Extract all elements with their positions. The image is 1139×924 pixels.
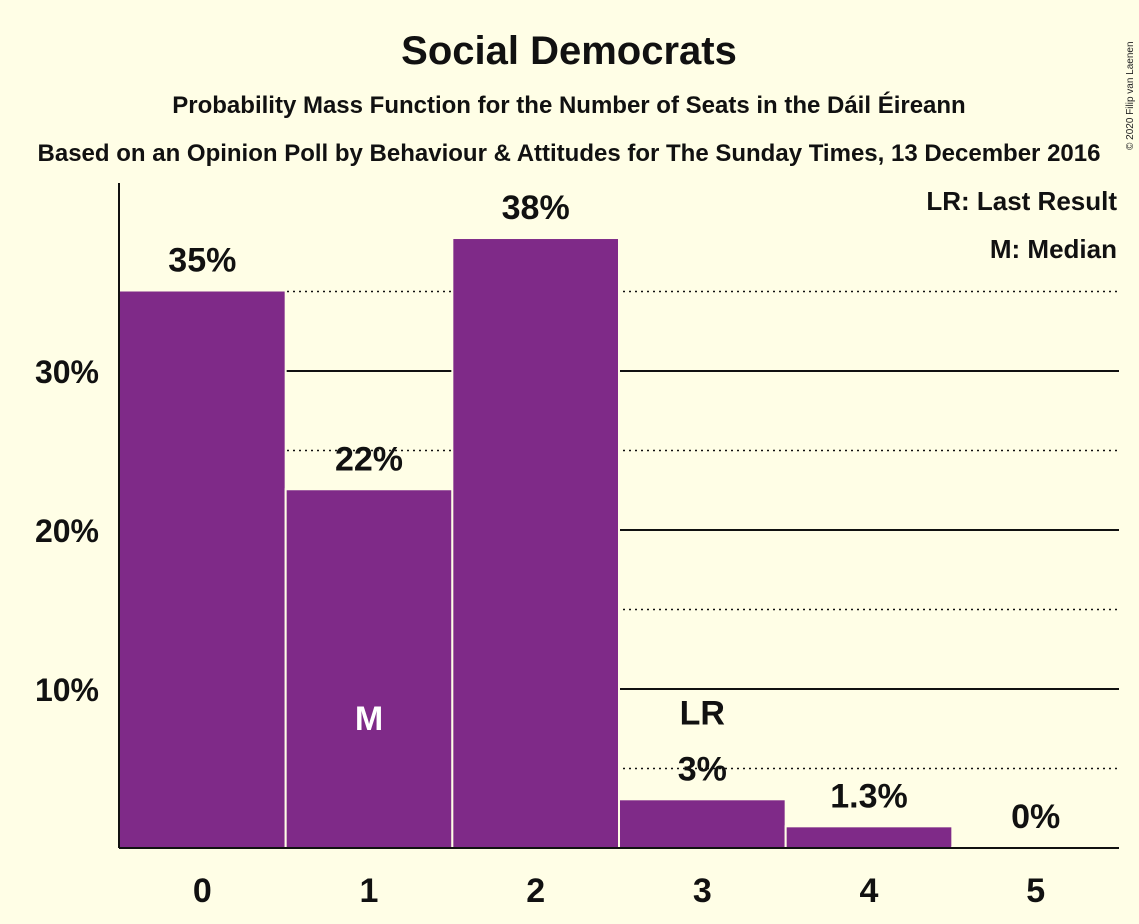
- x-tick-labels: 0 1 2 3 4 5: [193, 872, 1045, 910]
- chart-subtitle: Probability Mass Function for the Number…: [172, 91, 965, 119]
- data-label-2: 38%: [502, 189, 570, 227]
- bar-3: [620, 800, 785, 848]
- data-label-1: 22%: [335, 440, 403, 478]
- x-tick-5: 5: [1026, 872, 1045, 910]
- data-label-0: 35%: [168, 242, 236, 280]
- bar-4: [786, 827, 952, 848]
- copyright-text: © 2020 Filip van Laenen: [1125, 41, 1136, 150]
- y-tick-10: 10%: [35, 672, 99, 708]
- last-result-marker: LR: [680, 694, 725, 732]
- chart-title: Social Democrats: [401, 29, 737, 73]
- y-tick-30: 30%: [35, 354, 99, 390]
- x-tick-0: 0: [193, 872, 212, 910]
- data-label-5: 0%: [1011, 798, 1060, 836]
- chart-subtitle-2: Based on an Opinion Poll by Behaviour & …: [38, 140, 1101, 167]
- y-tick-20: 20%: [35, 513, 99, 549]
- x-tick-4: 4: [860, 872, 879, 910]
- bar-2: [453, 239, 618, 848]
- legend-last-result: LR: Last Result: [926, 186, 1117, 216]
- x-tick-1: 1: [360, 872, 379, 910]
- y-tick-labels: 10% 20% 30%: [35, 354, 99, 708]
- data-label-4: 1.3%: [830, 777, 908, 815]
- bars: [118, 237, 1120, 848]
- bar-1: [286, 490, 452, 848]
- legend-median: M: Median: [990, 234, 1117, 264]
- data-labels: 35% 22% M 38% 3% LR 1.3% 0%: [168, 189, 1060, 836]
- x-tick-2: 2: [526, 872, 545, 910]
- data-label-3: 3%: [678, 750, 727, 788]
- bar-0: [120, 291, 285, 848]
- x-tick-3: 3: [693, 872, 712, 910]
- median-marker: M: [355, 700, 383, 738]
